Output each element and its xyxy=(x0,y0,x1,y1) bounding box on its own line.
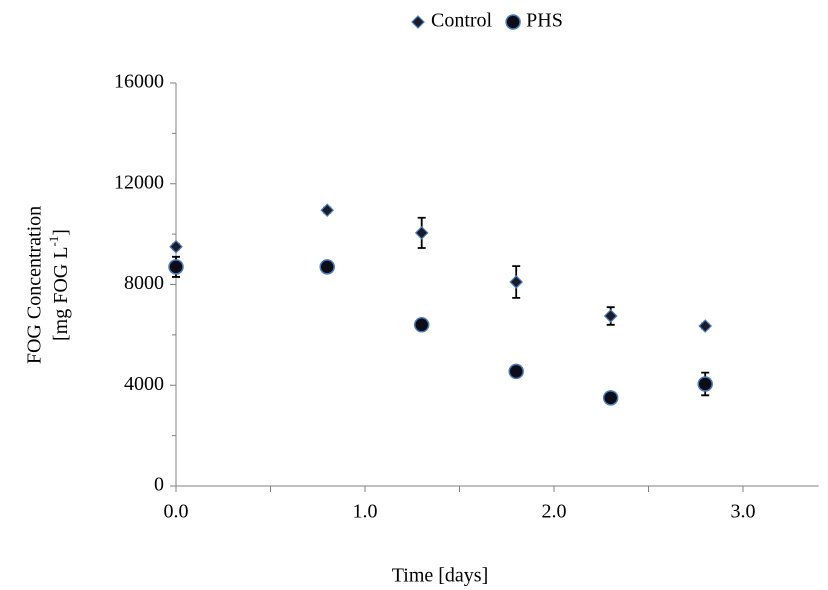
marker xyxy=(697,376,713,392)
marker xyxy=(169,239,183,254)
x-tick-label: 2.0 xyxy=(542,501,567,523)
legend-label: Control xyxy=(431,10,493,32)
marker xyxy=(509,275,524,289)
marker xyxy=(414,226,429,240)
y-tick-label: 12000 xyxy=(114,171,164,193)
y-axis-label: FOG Concentration xyxy=(24,206,46,364)
y-axis-label-part: [mg FOG L xyxy=(50,247,72,341)
y-axis-label-superscript: -1 xyxy=(46,236,61,247)
marker xyxy=(320,203,335,218)
y-axis-label: [mg FOG L-1] xyxy=(46,229,72,341)
y-tick-label: 8000 xyxy=(124,272,164,294)
x-tick-label: 0.0 xyxy=(164,501,189,523)
marker xyxy=(698,319,713,333)
marker xyxy=(508,363,524,380)
x-axis-label: Time [days] xyxy=(392,565,488,587)
y-axis-label-line: [mg FOG L-1] xyxy=(46,229,72,341)
legend-marker xyxy=(411,15,425,29)
x-tick-label: 1.0 xyxy=(353,501,378,523)
legend-marker xyxy=(505,14,521,30)
marker xyxy=(413,317,430,333)
y-axis-label-line: FOG Concentration xyxy=(24,206,46,364)
y-axis-label-part: ] xyxy=(50,229,72,236)
legend-label: PHS xyxy=(526,10,563,32)
marker xyxy=(602,390,619,406)
marker xyxy=(168,259,184,275)
marker xyxy=(319,259,335,275)
y-tick-label: 0 xyxy=(154,474,164,496)
y-tick-label: 4000 xyxy=(124,373,164,395)
x-tick-label: 3.0 xyxy=(731,501,756,523)
y-tick-label: 16000 xyxy=(114,71,164,93)
marker xyxy=(603,309,618,323)
